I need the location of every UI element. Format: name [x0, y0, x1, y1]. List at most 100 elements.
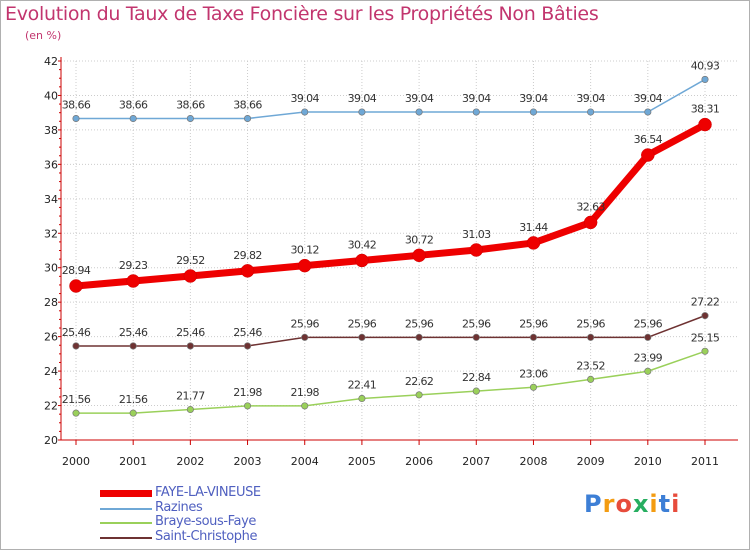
data-point [583, 215, 598, 230]
logo-letter: i [671, 490, 681, 518]
data-label: 25.46 [176, 326, 205, 339]
data-label: 38.66 [62, 99, 91, 112]
data-point [301, 402, 309, 410]
x-tick-label: 2009 [577, 455, 605, 468]
data-point [72, 409, 80, 417]
data-point [186, 405, 194, 414]
y-tick-label: 30 [44, 262, 58, 275]
y-tick-label: 36 [44, 158, 58, 171]
data-point [472, 108, 480, 116]
data-point [72, 342, 80, 350]
data-point [701, 75, 709, 83]
legend-swatch [100, 522, 152, 524]
data-point [301, 108, 309, 116]
data-point [644, 108, 652, 116]
data-point [587, 108, 595, 116]
x-tick-label: 2006 [405, 455, 433, 468]
series-line [75, 78, 706, 120]
data-label: 30.72 [405, 233, 434, 246]
y-tick-label: 24 [44, 365, 58, 378]
data-label: 32.63 [576, 200, 605, 213]
data-point [186, 342, 194, 350]
data-point [301, 333, 309, 341]
data-point [415, 391, 423, 399]
data-point [587, 333, 595, 341]
data-label: 39.04 [576, 92, 605, 105]
data-label: 22.62 [405, 375, 434, 388]
series-line [75, 314, 706, 347]
data-label: 21.56 [119, 393, 148, 406]
data-point [186, 114, 194, 123]
data-label: 25.96 [405, 317, 434, 330]
data-point [412, 248, 426, 263]
legend-swatch [100, 507, 152, 510]
data-label: 23.99 [634, 351, 663, 364]
legend-label: FAYE-LA-VINEUSE [155, 485, 261, 500]
data-point [358, 108, 366, 116]
legend-label: Razines [155, 499, 203, 515]
data-label: 39.04 [634, 92, 663, 105]
data-point [243, 114, 252, 123]
data-label: 25.96 [634, 317, 663, 330]
x-tick-label: 2002 [176, 455, 204, 468]
data-point [587, 375, 595, 383]
data-label: 25.46 [119, 326, 148, 339]
data-point [472, 333, 480, 341]
data-label: 23.06 [519, 367, 548, 380]
x-tick-label: 2001 [119, 455, 147, 468]
data-label: 22.84 [462, 371, 491, 384]
data-label: 39.04 [462, 92, 491, 105]
data-label: 25.96 [348, 317, 377, 330]
data-label: 27.22 [691, 296, 720, 309]
logo-letter: t [658, 490, 672, 518]
data-label: 21.56 [62, 393, 91, 406]
data-point [701, 347, 709, 355]
data-point [641, 148, 655, 162]
logo-letter: x [632, 490, 650, 518]
y-tick-label: 28 [44, 296, 58, 309]
data-label: 38.66 [233, 99, 262, 112]
data-label: 29.52 [176, 254, 205, 267]
data-label: 38.66 [119, 99, 148, 112]
data-point [355, 253, 369, 268]
data-point [72, 114, 80, 123]
data-point [529, 383, 538, 391]
logo-letter: o [615, 490, 633, 518]
data-label: 38.66 [176, 99, 205, 112]
data-point [529, 333, 538, 341]
y-tick-label: 32 [44, 227, 58, 240]
y-tick-label: 38 [44, 124, 58, 137]
data-label: 25.96 [576, 317, 605, 330]
x-tick-label: 2010 [634, 455, 662, 468]
y-tick-label: 40 [44, 89, 58, 102]
unit-label: (en %) [25, 29, 62, 42]
legend-label: Braye-sous-Faye [155, 514, 256, 529]
data-point [243, 342, 252, 350]
series-line [72, 121, 709, 290]
x-tick-label: 2004 [291, 455, 319, 468]
data-point [243, 402, 252, 410]
data-label: 23.52 [576, 359, 605, 372]
logo-letter: i [649, 490, 659, 518]
x-tick-label: 2003 [234, 455, 262, 468]
data-label: 39.04 [519, 92, 548, 105]
data-label: 40.93 [691, 59, 720, 72]
data-label: 25.96 [290, 317, 319, 330]
logo-letter: P [584, 490, 603, 518]
data-label: 38.31 [691, 103, 720, 116]
data-label: 25.15 [691, 331, 720, 344]
data-label: 22.41 [348, 378, 377, 391]
data-label: 39.04 [405, 92, 434, 105]
data-label: 39.04 [348, 92, 377, 105]
chart-title: Evolution du Taux de Taxe Foncière sur l… [5, 3, 599, 25]
x-tick-label: 2005 [348, 455, 376, 468]
x-tick-label: 2011 [691, 455, 719, 468]
data-point [129, 342, 137, 350]
data-point [240, 264, 255, 278]
data-point [183, 269, 198, 283]
data-point [358, 394, 366, 403]
data-label: 25.46 [62, 326, 91, 339]
data-label: 25.96 [519, 317, 548, 330]
y-tick-label: 20 [44, 434, 58, 447]
